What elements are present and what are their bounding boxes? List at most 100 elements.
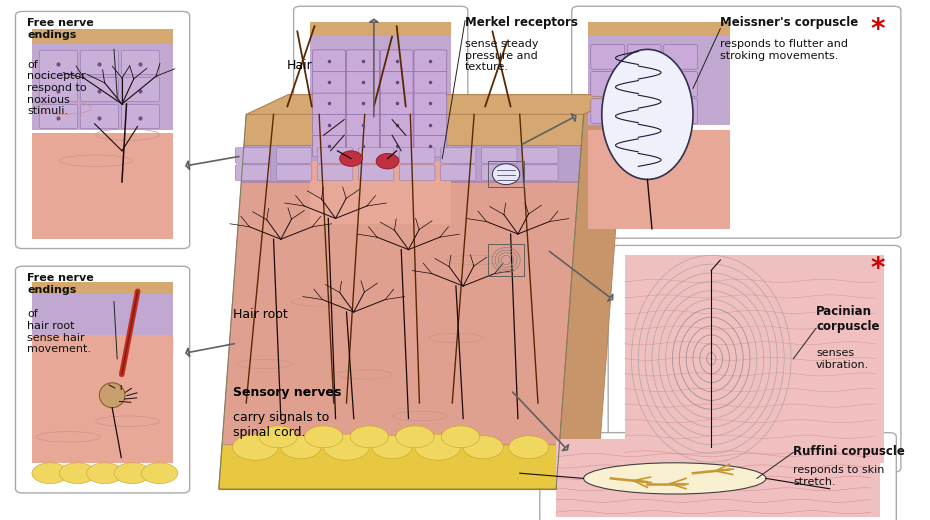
- Text: Free nerve
endings: Free nerve endings: [27, 18, 94, 40]
- Text: Sensory nerves: Sensory nerves: [232, 386, 341, 399]
- Bar: [32, 133, 173, 239]
- Bar: [32, 335, 173, 463]
- FancyBboxPatch shape: [664, 72, 698, 96]
- Text: Free nerve
endings: Free nerve endings: [27, 273, 94, 295]
- FancyBboxPatch shape: [628, 72, 661, 96]
- Text: Ruffini corpuscle: Ruffini corpuscle: [793, 445, 905, 458]
- FancyBboxPatch shape: [608, 245, 901, 472]
- FancyBboxPatch shape: [276, 165, 312, 180]
- Ellipse shape: [339, 151, 363, 166]
- Bar: [32, 29, 173, 44]
- FancyBboxPatch shape: [399, 165, 435, 180]
- Text: Meissner's corpuscle: Meissner's corpuscle: [721, 16, 858, 29]
- FancyBboxPatch shape: [121, 105, 160, 128]
- FancyBboxPatch shape: [317, 165, 352, 180]
- Bar: [588, 130, 730, 229]
- Circle shape: [60, 463, 96, 484]
- Polygon shape: [222, 182, 578, 445]
- Ellipse shape: [492, 164, 520, 185]
- FancyBboxPatch shape: [347, 114, 379, 136]
- FancyBboxPatch shape: [414, 114, 446, 136]
- FancyBboxPatch shape: [121, 77, 160, 101]
- Text: Hair root: Hair root: [232, 308, 287, 321]
- FancyBboxPatch shape: [441, 148, 476, 163]
- FancyBboxPatch shape: [358, 165, 394, 180]
- FancyBboxPatch shape: [121, 50, 160, 74]
- Circle shape: [442, 426, 480, 448]
- FancyBboxPatch shape: [591, 45, 625, 69]
- Circle shape: [350, 426, 389, 448]
- Circle shape: [32, 463, 69, 484]
- Bar: [32, 282, 173, 294]
- Polygon shape: [246, 95, 626, 114]
- FancyBboxPatch shape: [482, 148, 517, 163]
- FancyBboxPatch shape: [572, 6, 901, 238]
- Bar: [588, 36, 730, 125]
- FancyBboxPatch shape: [235, 148, 271, 163]
- FancyBboxPatch shape: [358, 148, 394, 163]
- FancyBboxPatch shape: [380, 50, 413, 72]
- FancyBboxPatch shape: [294, 6, 468, 233]
- Text: *: *: [870, 255, 884, 283]
- FancyBboxPatch shape: [347, 71, 379, 93]
- Ellipse shape: [376, 153, 399, 169]
- FancyBboxPatch shape: [380, 93, 413, 114]
- FancyBboxPatch shape: [591, 99, 625, 123]
- Bar: [32, 294, 173, 338]
- Circle shape: [232, 434, 278, 460]
- Bar: [310, 36, 451, 159]
- FancyBboxPatch shape: [399, 148, 435, 163]
- Polygon shape: [241, 146, 581, 182]
- Polygon shape: [219, 445, 560, 489]
- Circle shape: [259, 426, 298, 448]
- Bar: [310, 22, 451, 36]
- Ellipse shape: [583, 463, 766, 494]
- Text: sense steady
pressure and
texture.: sense steady pressure and texture.: [465, 39, 538, 72]
- FancyBboxPatch shape: [80, 105, 118, 128]
- FancyBboxPatch shape: [380, 114, 413, 136]
- FancyBboxPatch shape: [16, 11, 190, 249]
- FancyBboxPatch shape: [312, 135, 346, 157]
- FancyBboxPatch shape: [628, 45, 661, 69]
- Circle shape: [281, 436, 321, 459]
- FancyBboxPatch shape: [482, 165, 517, 180]
- FancyBboxPatch shape: [414, 93, 446, 114]
- Circle shape: [463, 436, 503, 459]
- FancyBboxPatch shape: [39, 77, 77, 101]
- Text: Pacinian
corpuscle: Pacinian corpuscle: [817, 305, 880, 333]
- FancyBboxPatch shape: [539, 433, 897, 520]
- Text: of
nociceptor
respond to
noxious
stimuli.: of nociceptor respond to noxious stimuli…: [27, 60, 87, 116]
- Circle shape: [304, 426, 343, 448]
- Bar: [32, 44, 173, 130]
- Text: Merkel receptors: Merkel receptors: [465, 16, 578, 29]
- FancyBboxPatch shape: [414, 135, 446, 157]
- FancyBboxPatch shape: [39, 105, 77, 128]
- Circle shape: [372, 436, 412, 459]
- Circle shape: [114, 463, 151, 484]
- FancyBboxPatch shape: [80, 77, 118, 101]
- FancyBboxPatch shape: [276, 148, 312, 163]
- Circle shape: [396, 426, 434, 448]
- FancyBboxPatch shape: [16, 266, 190, 493]
- Polygon shape: [244, 114, 583, 146]
- FancyBboxPatch shape: [380, 71, 413, 93]
- Text: of
hair root
sense hair
movement.: of hair root sense hair movement.: [27, 309, 91, 354]
- FancyBboxPatch shape: [523, 148, 558, 163]
- FancyBboxPatch shape: [414, 50, 446, 72]
- FancyBboxPatch shape: [80, 50, 118, 74]
- Ellipse shape: [100, 383, 125, 408]
- FancyBboxPatch shape: [664, 99, 698, 123]
- Text: responds to skin
stretch.: responds to skin stretch.: [793, 465, 884, 487]
- FancyBboxPatch shape: [317, 148, 352, 163]
- FancyBboxPatch shape: [312, 71, 346, 93]
- FancyBboxPatch shape: [312, 93, 346, 114]
- Bar: [625, 255, 884, 463]
- Circle shape: [509, 436, 549, 459]
- FancyBboxPatch shape: [380, 135, 413, 157]
- FancyBboxPatch shape: [235, 165, 271, 180]
- Ellipse shape: [602, 49, 693, 179]
- Circle shape: [415, 434, 460, 460]
- FancyBboxPatch shape: [441, 165, 476, 180]
- Bar: [310, 161, 451, 224]
- FancyBboxPatch shape: [39, 50, 77, 74]
